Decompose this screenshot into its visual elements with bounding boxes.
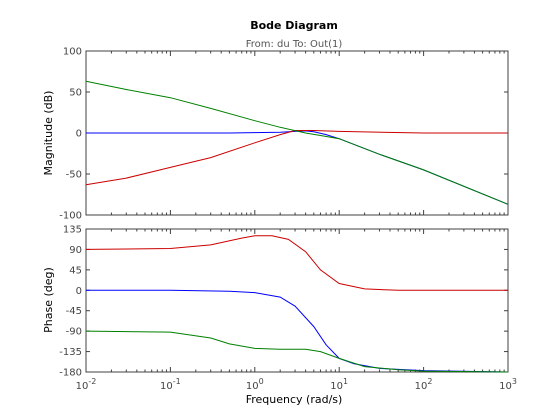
frequency-tick-labels: 10-2 10-1 100 101 102 103	[76, 377, 517, 392]
phase-curves	[85, 235, 509, 373]
phase-series-3-line	[85, 330, 509, 373]
x-tick-label: 103	[499, 377, 517, 392]
phase-y-tick-label: 90	[69, 245, 82, 256]
phase-y-tick-label: -45	[66, 306, 82, 317]
phase-y-tick-label: -135	[59, 347, 82, 358]
magnitude-y-tick-label: 0	[76, 129, 82, 140]
magnitude-panel: -100 -50 0 50 100 Magnitude (dB)	[42, 47, 509, 222]
phase-y-tick-label: 0	[76, 286, 82, 297]
magnitude-y-axis-label: Magnitude (dB)	[42, 91, 55, 176]
phase-y-tick-label: -90	[66, 327, 82, 338]
phase-y-ticks: -180 -135 -90 -45 0 45 90 135	[59, 225, 508, 379]
magnitude-series-2-line	[85, 130, 508, 186]
phase-axes-frame	[85, 228, 509, 373]
x-tick-label: 10-1	[160, 377, 181, 392]
magnitude-y-tick-label: 100	[63, 47, 82, 58]
x-tick-label: 101	[330, 377, 348, 392]
magnitude-y-tick-label: -100	[59, 211, 82, 222]
x-axis-label: Frequency (rad/s)	[246, 393, 343, 406]
magnitude-y-tick-label: 50	[69, 88, 82, 99]
x-tick-label: 100	[246, 377, 264, 392]
phase-y-tick-label: 45	[69, 265, 82, 276]
x-tick-label: 10-2	[76, 377, 97, 392]
x-tick-label: 102	[415, 377, 433, 392]
phase-y-tick-label: -180	[59, 368, 82, 379]
phase-series-2-line	[85, 235, 508, 291]
chart-title: Bode Diagram	[250, 19, 338, 32]
magnitude-y-tick-label: -50	[66, 170, 82, 181]
phase-x-ticks	[85, 229, 509, 372]
phase-panel: -180 -135 -90 -45 0 45 90 135 Phase (deg)	[42, 225, 509, 379]
phase-y-axis-label: Phase (deg)	[42, 267, 55, 333]
chart-subtitle: From: du To: Out(1)	[246, 39, 343, 50]
magnitude-curves	[85, 80, 509, 205]
magnitude-series-3-line	[85, 80, 509, 205]
phase-y-tick-label: 135	[63, 225, 82, 236]
magnitude-x-ticks	[85, 51, 509, 215]
